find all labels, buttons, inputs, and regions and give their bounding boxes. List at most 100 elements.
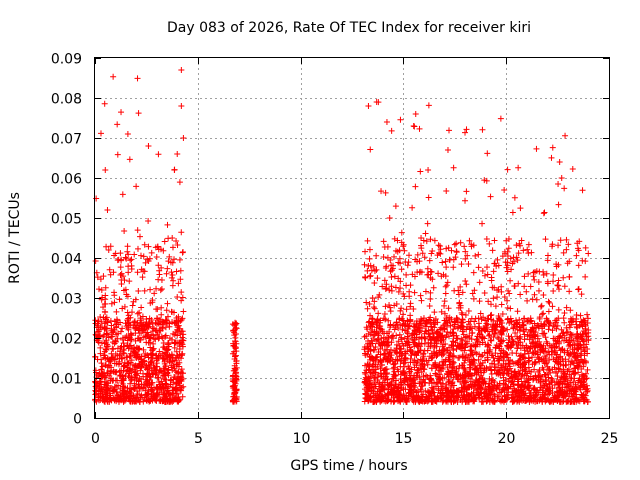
data-point	[150, 340, 157, 347]
data-point	[160, 384, 167, 391]
data-point	[361, 333, 368, 340]
data-point	[131, 324, 138, 331]
data-point	[97, 390, 104, 397]
data-point	[111, 299, 118, 306]
data-point	[155, 151, 162, 158]
data-point	[141, 241, 148, 248]
data-point	[96, 378, 103, 385]
data-point	[361, 261, 368, 268]
data-point	[143, 362, 150, 369]
data-point	[105, 246, 112, 253]
data-point	[137, 367, 144, 374]
data-point	[121, 350, 128, 357]
data-point	[395, 275, 402, 282]
data-point	[159, 318, 166, 325]
data-point	[231, 356, 238, 363]
data-point	[376, 291, 383, 298]
data-point	[126, 334, 133, 341]
data-point	[230, 328, 237, 335]
data-point	[95, 317, 102, 324]
x-tick-label: 20	[498, 431, 516, 447]
data-point	[232, 352, 239, 359]
data-point	[507, 305, 514, 312]
data-point	[124, 243, 131, 250]
data-point	[130, 398, 137, 405]
data-point	[461, 243, 468, 250]
data-point	[102, 284, 109, 291]
data-point	[545, 308, 552, 315]
data-point	[459, 289, 466, 296]
data-point	[107, 243, 114, 250]
data-point	[499, 253, 506, 260]
data-point	[155, 262, 162, 269]
data-point	[442, 290, 449, 297]
data-point	[549, 303, 556, 310]
y-tick-label: 0.09	[51, 52, 82, 68]
data-point	[423, 238, 430, 245]
data-point	[143, 333, 150, 340]
data-point	[498, 288, 505, 295]
data-point	[413, 317, 420, 324]
y-tick-label: 0.07	[51, 132, 82, 148]
data-point	[573, 252, 580, 259]
data-point	[102, 345, 109, 352]
data-point	[151, 290, 158, 297]
data-point	[488, 370, 495, 377]
data-point	[155, 374, 162, 381]
data-point	[233, 364, 240, 371]
data-point	[386, 215, 393, 222]
data-point	[143, 373, 150, 380]
data-point	[119, 335, 126, 342]
data-point	[431, 309, 438, 316]
data-point	[483, 236, 490, 243]
data-point	[149, 325, 156, 332]
data-point	[424, 347, 431, 354]
data-point	[147, 286, 154, 293]
data-point	[407, 300, 414, 307]
data-point	[548, 154, 555, 161]
x-tick-label: 5	[194, 431, 203, 447]
data-point	[545, 326, 552, 333]
data-point	[555, 242, 562, 249]
data-point	[366, 246, 373, 253]
data-point	[560, 249, 567, 256]
data-point	[113, 398, 120, 405]
data-point	[517, 291, 524, 298]
data-point	[110, 269, 117, 276]
data-point	[102, 374, 109, 381]
data-point	[117, 396, 124, 403]
data-point	[157, 367, 164, 374]
data-point	[405, 259, 412, 266]
data-point	[174, 326, 181, 333]
data-point	[552, 358, 559, 365]
data-point	[117, 250, 124, 257]
data-point	[116, 358, 123, 365]
data-point	[108, 300, 115, 307]
data-point	[585, 250, 592, 257]
data-point	[145, 387, 152, 394]
data-point	[371, 298, 378, 305]
data-point	[178, 297, 185, 304]
data-point	[146, 319, 153, 326]
data-point	[170, 355, 177, 362]
data-point	[387, 308, 394, 315]
data-point	[441, 302, 448, 309]
data-point	[457, 283, 464, 290]
data-point	[134, 370, 141, 377]
data-point	[103, 330, 110, 337]
data-point	[134, 345, 141, 352]
data-point	[166, 320, 173, 327]
data-point	[126, 156, 133, 163]
data-point	[159, 397, 166, 404]
data-point	[401, 363, 408, 370]
data-point	[425, 194, 432, 201]
data-point	[175, 322, 182, 329]
data-point	[110, 368, 117, 375]
data-point	[410, 306, 417, 313]
data-point	[157, 287, 164, 294]
data-point	[101, 348, 108, 355]
data-point	[424, 220, 431, 227]
data-point	[422, 230, 429, 237]
data-point	[173, 268, 180, 275]
data-point	[492, 303, 499, 310]
